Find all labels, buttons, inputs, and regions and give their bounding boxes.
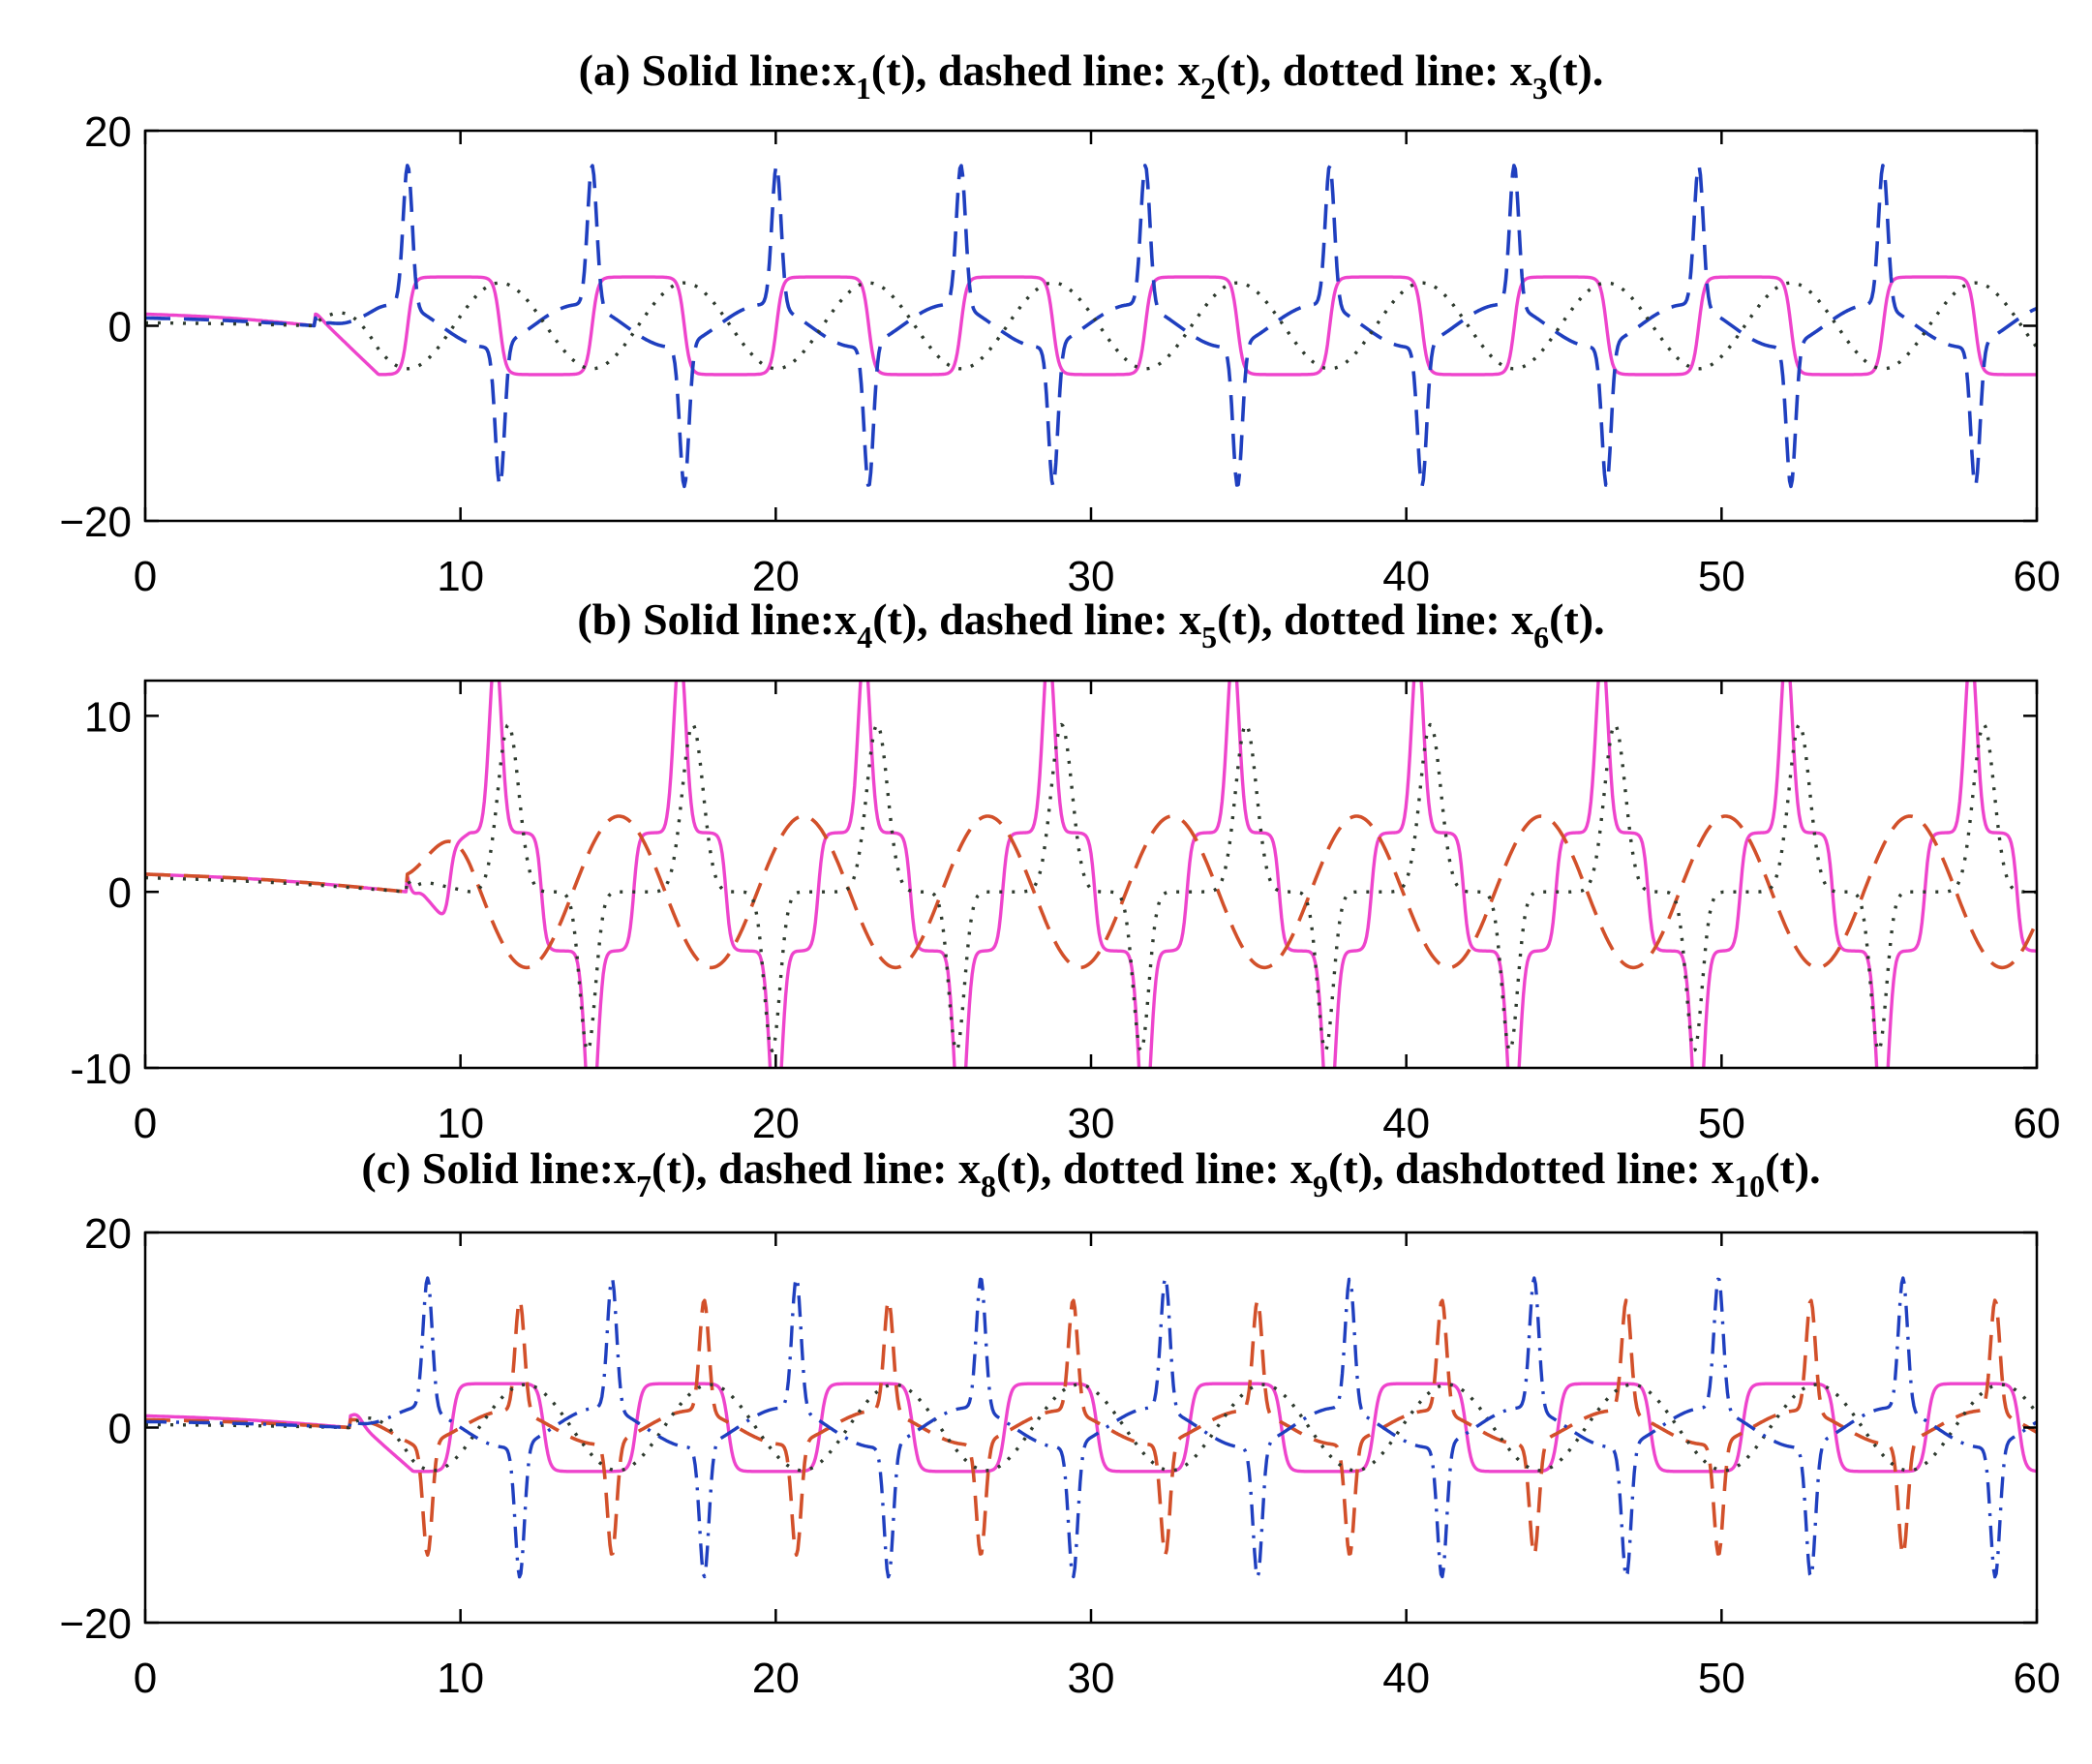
panel-b: (b) Solid line:x4(t), dashed line: x5(t)… bbox=[70, 594, 2060, 1147]
y-tick-label: 0 bbox=[108, 1406, 132, 1453]
x-tick-label: 10 bbox=[437, 1100, 484, 1147]
x-tick-label: 50 bbox=[1698, 1100, 1745, 1147]
x-tick-label: 0 bbox=[134, 1655, 157, 1702]
y-tick-label: 10 bbox=[84, 693, 132, 741]
x-tick-label: 40 bbox=[1382, 1655, 1430, 1702]
series-line-x7t bbox=[145, 1382, 2037, 1474]
x-tick-label: 40 bbox=[1382, 1100, 1430, 1147]
x-tick-label: 20 bbox=[752, 553, 800, 600]
x-tick-label: 60 bbox=[2014, 1100, 2061, 1147]
x-tick-label: 40 bbox=[1382, 553, 1430, 600]
series-line-x10t bbox=[145, 1276, 2037, 1579]
y-tick-label: 20 bbox=[84, 108, 132, 156]
series-group bbox=[145, 164, 2037, 489]
series-line-x1t bbox=[145, 275, 2037, 377]
x-tick-label: 30 bbox=[1068, 553, 1115, 600]
x-tick-label: 30 bbox=[1068, 1100, 1115, 1147]
panel-c: (c) Solid line:x7(t), dashed line: x8(t)… bbox=[59, 1143, 2060, 1702]
series-line-x4t bbox=[145, 681, 2037, 1068]
x-tick-label: 0 bbox=[134, 553, 157, 600]
series-line-x5t bbox=[145, 814, 2037, 970]
panel-title: (a) Solid line:x1(t), dashed line: x2(t)… bbox=[579, 46, 1604, 106]
series-group bbox=[145, 1276, 2037, 1579]
x-tick-label: 20 bbox=[752, 1655, 800, 1702]
x-tick-label: 50 bbox=[1698, 553, 1745, 600]
y-tick-label: 0 bbox=[108, 869, 132, 917]
y-tick-label: 0 bbox=[108, 304, 132, 351]
x-tick-label: 60 bbox=[2014, 1655, 2061, 1702]
series-line-x3t bbox=[145, 281, 2037, 371]
y-tick-label: 20 bbox=[84, 1210, 132, 1258]
series-line-x2t bbox=[145, 164, 2037, 489]
x-tick-label: 10 bbox=[437, 553, 484, 600]
y-tick-label: -10 bbox=[70, 1046, 132, 1093]
series-line-x8t bbox=[145, 1298, 2037, 1557]
axes-box bbox=[143, 129, 2039, 523]
panel-title: (c) Solid line:x7(t), dashed line: x8(t)… bbox=[361, 1143, 1820, 1203]
panel-title: (b) Solid line:x4(t), dashed line: x5(t)… bbox=[577, 594, 1604, 654]
y-tick-label: −20 bbox=[59, 1600, 132, 1648]
x-tick-label: 30 bbox=[1068, 1655, 1115, 1702]
y-tick-label: −20 bbox=[59, 499, 132, 546]
panel-a: (a) Solid line:x1(t), dashed line: x2(t)… bbox=[59, 46, 2060, 600]
x-tick-label: 50 bbox=[1698, 1655, 1745, 1702]
x-tick-label: 0 bbox=[134, 1100, 157, 1147]
x-tick-label: 10 bbox=[437, 1655, 484, 1702]
axes-box bbox=[143, 679, 2039, 1070]
series-group bbox=[145, 681, 2037, 1068]
series-line-x6t bbox=[145, 722, 2037, 1052]
x-tick-label: 20 bbox=[752, 1100, 800, 1147]
x-tick-label: 60 bbox=[2014, 553, 2061, 600]
